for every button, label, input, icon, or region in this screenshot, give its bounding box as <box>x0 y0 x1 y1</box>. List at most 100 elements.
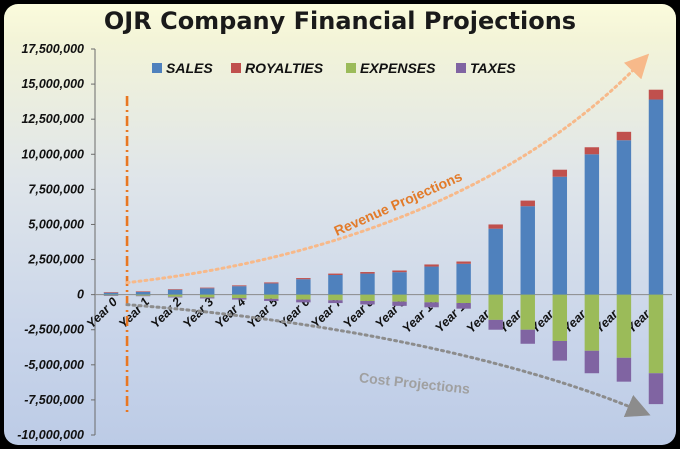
bar-sales-16 <box>616 140 632 295</box>
bar-sales-17 <box>648 99 664 295</box>
bar-sales-10 <box>424 266 439 295</box>
bar-taxes-4 <box>232 298 247 300</box>
y-tick-label: -10,000,000 <box>17 428 84 442</box>
bar-royalties-1 <box>135 291 151 293</box>
bar-taxes-1 <box>135 295 151 297</box>
bar-sales-2 <box>167 289 183 295</box>
bar-sales-11 <box>456 263 471 295</box>
bar-sales-1 <box>135 291 151 295</box>
legend-swatch-taxes <box>456 63 466 73</box>
bar-royalties-6 <box>296 278 311 280</box>
bar-royalties-9 <box>392 270 407 273</box>
bar-expenses-13 <box>520 294 535 330</box>
bar-taxes-12 <box>488 319 503 330</box>
bar-taxes-5 <box>264 298 279 301</box>
bar-royalties-4 <box>232 285 247 287</box>
bar-royalties-0 <box>103 292 119 293</box>
bar-sales-13 <box>520 206 535 295</box>
bar-expenses-3 <box>199 294 215 298</box>
bar-sales-3 <box>199 288 215 295</box>
bar-royalties-8 <box>360 272 375 274</box>
y-tick-label: 10,000,000 <box>21 147 84 161</box>
bar-royalties-15 <box>584 147 600 155</box>
bar-royalties-2 <box>167 289 183 290</box>
bar-sales-15 <box>584 154 600 295</box>
bar-royalties-13 <box>520 200 535 207</box>
bar-taxes-9 <box>392 301 407 306</box>
bar-expenses-1 <box>135 294 151 296</box>
bar-expenses-4 <box>232 294 247 299</box>
y-tick-label: -7,500,000 <box>24 393 84 407</box>
bar-expenses-11 <box>456 294 471 304</box>
bar-expenses-5 <box>264 294 279 299</box>
bar-royalties-3 <box>199 287 215 289</box>
bar-expenses-9 <box>392 294 407 302</box>
bar-royalties-17 <box>648 89 664 100</box>
bar-expenses-17 <box>648 294 664 374</box>
y-tick-label: 2,500,000 <box>27 253 84 267</box>
legend-label-royalties: ROYALTIES <box>245 60 324 76</box>
cost-projection-arrow <box>125 303 651 418</box>
cost-projection-label: Cost Projections <box>358 369 471 397</box>
y-tick-label: 0 <box>77 288 84 302</box>
bar-expenses-14 <box>552 294 568 341</box>
x-tick-label: Year 1 <box>116 295 152 331</box>
y-tick-label: -2,500,000 <box>24 323 84 337</box>
bar-taxes-15 <box>584 350 600 374</box>
revenue-projection-arrow <box>125 53 650 285</box>
bar-expenses-7 <box>328 294 343 301</box>
chart-title: OJR Company Financial Projections <box>103 7 577 35</box>
bar-expenses-16 <box>616 294 632 358</box>
revenue-projection-label: Revenue Projections <box>331 168 464 239</box>
bar-expenses-2 <box>167 294 183 297</box>
y-tick-label: 7,500,000 <box>28 182 84 196</box>
y-tick-label: 5,000,000 <box>28 217 84 231</box>
y-tick-label: 17,500,000 <box>21 42 84 56</box>
bar-taxes-0 <box>103 295 119 296</box>
bar-expenses-15 <box>584 294 600 351</box>
bar-taxes-7 <box>328 300 343 304</box>
bars-group <box>103 89 664 405</box>
bar-taxes-14 <box>552 340 568 361</box>
bar-sales-9 <box>392 272 407 295</box>
bar-royalties-14 <box>552 169 568 177</box>
bar-taxes-17 <box>648 373 664 405</box>
y-tick-label: 15,000,000 <box>21 77 84 91</box>
bar-expenses-0 <box>103 294 119 296</box>
axes-group: 17,500,000 15,000,000 12,500,000 10,000,000… <box>17 42 672 442</box>
y-tick-label: 12,500,000 <box>21 112 84 126</box>
bar-royalties-11 <box>456 261 471 264</box>
x-tick-label: Year 0 <box>84 295 120 331</box>
legend-label-sales: SALES <box>166 60 213 76</box>
bar-sales-4 <box>232 286 247 295</box>
legend: SALES ROYALTIES EXPENSES TAXES <box>152 60 516 76</box>
bar-sales-7 <box>328 274 343 295</box>
bar-expenses-6 <box>296 294 311 300</box>
legend-label-expenses: EXPENSES <box>360 60 436 76</box>
bar-sales-0 <box>103 292 119 295</box>
bar-royalties-7 <box>328 273 343 275</box>
bar-taxes-2 <box>167 296 183 298</box>
legend-swatch-expenses <box>346 63 356 73</box>
bar-taxes-16 <box>616 357 632 382</box>
x-tick-label: Year 2 <box>148 295 184 331</box>
bar-taxes-11 <box>456 303 471 309</box>
bar-taxes-13 <box>520 329 535 344</box>
bar-taxes-10 <box>424 302 439 308</box>
bar-royalties-5 <box>264 282 279 284</box>
bar-sales-14 <box>552 176 568 295</box>
legend-swatch-royalties <box>231 63 241 73</box>
bar-sales-5 <box>264 283 279 295</box>
bar-royalties-10 <box>424 264 439 267</box>
bar-taxes-6 <box>296 299 311 303</box>
legend-label-taxes: TAXES <box>470 60 516 76</box>
bar-taxes-8 <box>360 300 375 305</box>
bar-royalties-16 <box>616 131 632 141</box>
bar-expenses-10 <box>424 294 439 303</box>
bar-sales-8 <box>360 273 375 295</box>
bar-expenses-8 <box>360 294 375 301</box>
bar-royalties-12 <box>488 224 503 229</box>
bar-expenses-12 <box>488 294 503 320</box>
